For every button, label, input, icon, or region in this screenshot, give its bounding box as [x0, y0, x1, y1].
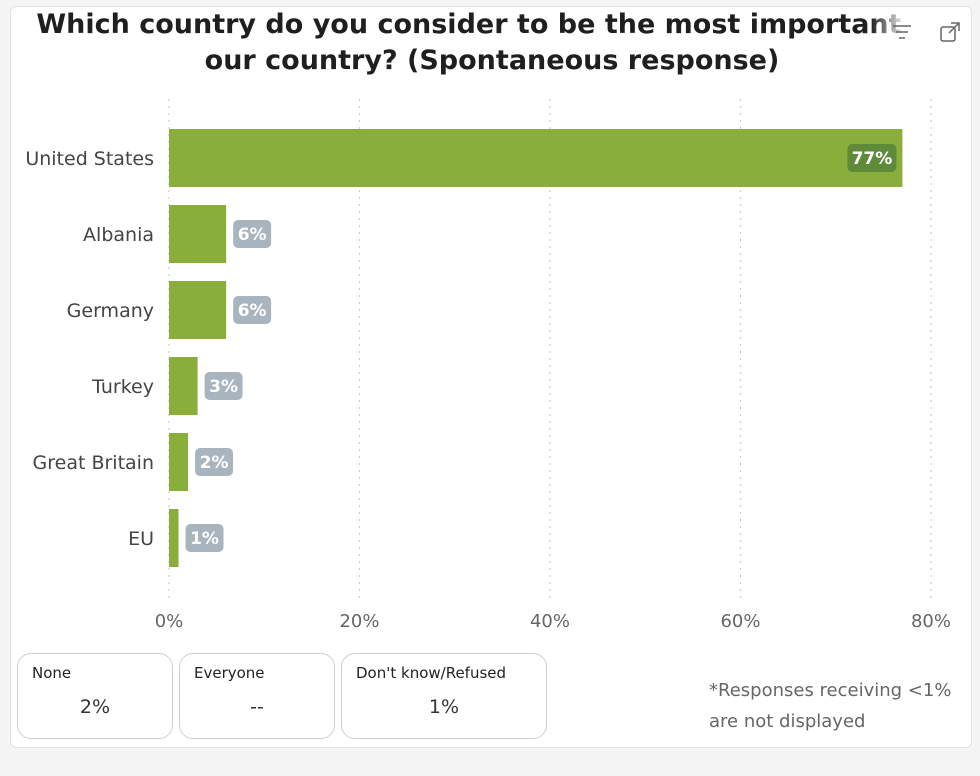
bar [169, 357, 198, 415]
category-label: Turkey [91, 376, 154, 398]
bar [169, 509, 179, 567]
category-label: United States [25, 148, 154, 170]
category-label: Great Britain [33, 452, 154, 474]
footnote-line1: *Responses receiving <1% [709, 680, 952, 701]
bar-chart: 0% 20% 40% 60% 80% United States 77% Albania 6% G… [25, 99, 951, 632]
data-label-bg [204, 372, 243, 400]
category-label: EU [128, 528, 154, 550]
x-tick-label: 40% [530, 611, 570, 632]
filter-icon[interactable] [891, 21, 913, 43]
category-label: Germany [67, 300, 154, 322]
bar [169, 281, 227, 339]
data-label: 77% [852, 149, 893, 169]
chart-title-line1: Which country do you consider to be the … [36, 9, 948, 40]
data-label: 3% [209, 377, 238, 397]
category-label: Albania [83, 224, 154, 246]
summary-box-label: Everyone [194, 664, 265, 682]
summary-box-value: -- [250, 696, 264, 718]
footnote-line2: are not displayed [709, 711, 866, 732]
expand-icon[interactable] [939, 21, 961, 43]
data-label: 2% [200, 453, 229, 473]
summary-box-label: None [32, 664, 72, 682]
summary-box-none: None 2% [17, 653, 173, 739]
bar [169, 205, 227, 263]
chart-title: Which country do you consider to be the … [11, 7, 971, 79]
footnote: *Responses receiving <1% are not display… [709, 675, 959, 737]
data-label-bg [185, 524, 224, 552]
summary-box-value: 1% [428, 696, 460, 718]
summary-box-value: 2% [79, 696, 111, 718]
bar [169, 129, 903, 187]
data-label-bg [233, 296, 272, 324]
x-tick-label: 60% [720, 611, 760, 632]
data-label: 1% [190, 529, 219, 549]
data-label: 6% [238, 301, 267, 321]
summary-box-dont-know: Don't know/Refused 1% [341, 653, 547, 739]
chart-card: Which country do you consider to be the … [10, 6, 972, 748]
summary-box-everyone: Everyone -- [179, 653, 335, 739]
x-tick-label: 0% [155, 611, 184, 632]
bar [169, 433, 189, 491]
summary-box-label: Don't know/Refused [356, 664, 507, 682]
data-label: 6% [238, 225, 267, 245]
x-tick-label: 80% [911, 611, 951, 632]
x-tick-label: 20% [339, 611, 379, 632]
chart-title-line2: our country? (Spontaneous response) [204, 45, 780, 76]
data-label-bg [195, 448, 234, 476]
data-label-bg [233, 220, 272, 248]
data-label-bg [847, 144, 897, 172]
